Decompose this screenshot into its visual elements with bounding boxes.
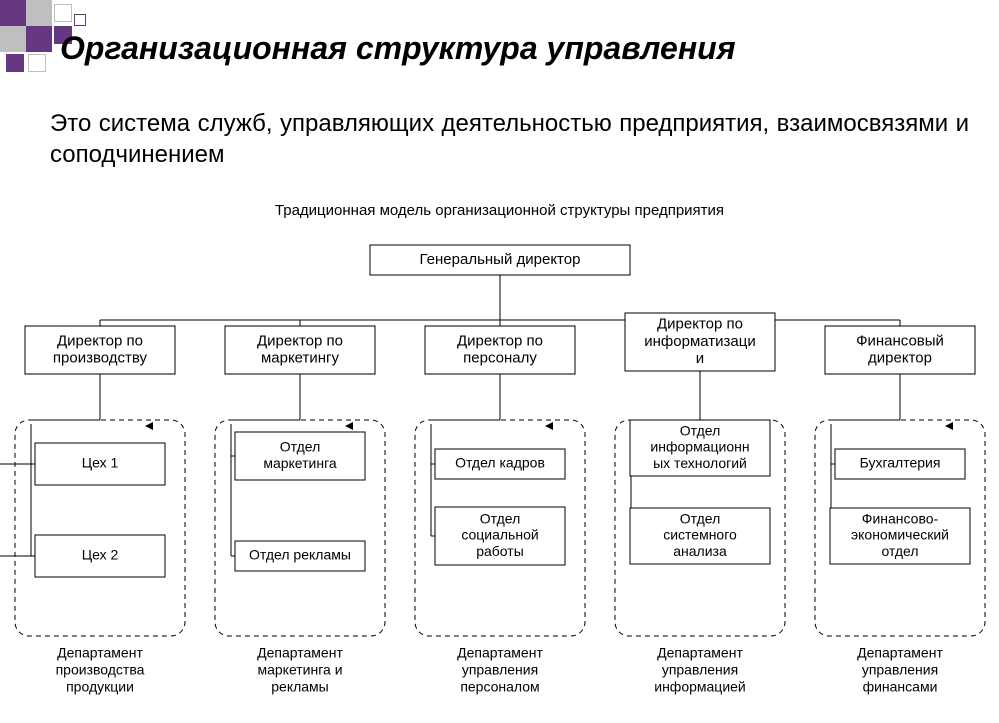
decor-square: [28, 54, 46, 72]
director-node: Финансовыйдиректор: [825, 326, 975, 374]
diagram-caption: Традиционная модель организационной стру…: [0, 202, 999, 219]
svg-text:ых технологий: ых технологий: [653, 455, 747, 471]
arrow-icon: [145, 422, 153, 430]
department-label: информацией: [654, 679, 746, 695]
department-label: управления: [462, 662, 538, 678]
svg-text:Директор по: Директор по: [457, 332, 543, 349]
decor-square: [54, 4, 72, 22]
director-node: Директор поинформатизации: [625, 313, 775, 371]
sub-node: Отделсистемногоанализа: [630, 508, 770, 564]
svg-text:Цех 1: Цех 1: [82, 455, 119, 471]
department-label: Департамент: [657, 645, 743, 661]
svg-text:производству: производству: [53, 350, 148, 367]
svg-text:Отдел: Отдел: [280, 439, 321, 455]
org-chart: Генеральный директорДиректор попроизводс…: [0, 240, 999, 720]
department-label: персоналом: [460, 679, 539, 695]
svg-text:отдел: отдел: [881, 543, 918, 559]
department-label: производства: [56, 662, 145, 678]
decor-square: [74, 14, 86, 26]
department-label: Департамент: [257, 645, 343, 661]
slide-title: Организационная структура управления: [60, 30, 736, 67]
svg-text:директор: директор: [868, 350, 932, 367]
svg-text:Финансовый: Финансовый: [856, 332, 944, 349]
decor-square: [26, 0, 52, 26]
sub-node: Отдел кадров: [435, 449, 565, 479]
director-node: Директор попроизводству: [25, 326, 175, 374]
svg-text:социальной: социальной: [461, 527, 538, 543]
svg-text:Генеральный директор: Генеральный директор: [420, 251, 581, 268]
svg-text:Директор по: Директор по: [57, 332, 143, 349]
root-node: Генеральный директор: [370, 245, 630, 275]
department-label: маркетинга и: [257, 662, 342, 678]
department-label: финансами: [863, 679, 938, 695]
director-node: Директор поперсоналу: [425, 326, 575, 374]
svg-text:и: и: [696, 350, 704, 367]
sub-node: Цех 1: [35, 443, 165, 485]
svg-text:Отдел рекламы: Отдел рекламы: [249, 547, 351, 563]
sub-node: Финансово-экономическийотдел: [830, 508, 970, 564]
sub-node: Отделмаркетинга: [235, 432, 365, 480]
department-label: продукции: [66, 679, 134, 695]
department-label: Департамент: [57, 645, 143, 661]
slide-subtitle: Это система служб, управляющих деятельно…: [50, 108, 969, 170]
sub-node: Отделсоциальнойработы: [435, 507, 565, 565]
svg-text:маркетингу: маркетингу: [261, 350, 340, 367]
slide: Организационная структура управления Это…: [0, 0, 999, 723]
decor-square: [0, 26, 26, 52]
sub-node: Бухгалтерия: [835, 449, 965, 479]
svg-text:Отдел: Отдел: [480, 511, 521, 527]
svg-text:персоналу: персоналу: [463, 350, 537, 367]
svg-text:маркетинга: маркетинга: [263, 455, 337, 471]
sub-node: Отдел рекламы: [235, 541, 365, 571]
svg-text:анализа: анализа: [673, 543, 727, 559]
sub-node: Цех 2: [35, 535, 165, 577]
department-label: рекламы: [271, 679, 329, 695]
department-label: управления: [862, 662, 938, 678]
svg-text:экономический: экономический: [851, 527, 949, 543]
svg-text:Отдел: Отдел: [680, 511, 721, 527]
svg-text:Отдел кадров: Отдел кадров: [455, 455, 545, 471]
decor-square: [26, 26, 52, 52]
svg-text:Отдел: Отдел: [680, 423, 721, 439]
department-label: Департамент: [457, 645, 543, 661]
director-node: Директор помаркетингу: [225, 326, 375, 374]
svg-text:Директор по: Директор по: [657, 316, 743, 333]
svg-text:системного: системного: [663, 527, 737, 543]
svg-text:Цех 2: Цех 2: [82, 547, 119, 563]
arrow-icon: [345, 422, 353, 430]
svg-text:Бухгалтерия: Бухгалтерия: [860, 455, 941, 471]
arrow-icon: [945, 422, 953, 430]
svg-text:информатизаци: информатизаци: [644, 333, 755, 350]
arrow-icon: [545, 422, 553, 430]
department-label: управления: [662, 662, 738, 678]
svg-text:Финансово-: Финансово-: [862, 511, 939, 527]
decor-square: [6, 54, 24, 72]
svg-text:Директор по: Директор по: [257, 332, 343, 349]
svg-text:работы: работы: [476, 543, 524, 559]
sub-node: Отделинформационных технологий: [630, 420, 770, 476]
decor-square: [0, 0, 26, 26]
svg-text:информационн: информационн: [650, 439, 749, 455]
department-label: Департамент: [857, 645, 943, 661]
